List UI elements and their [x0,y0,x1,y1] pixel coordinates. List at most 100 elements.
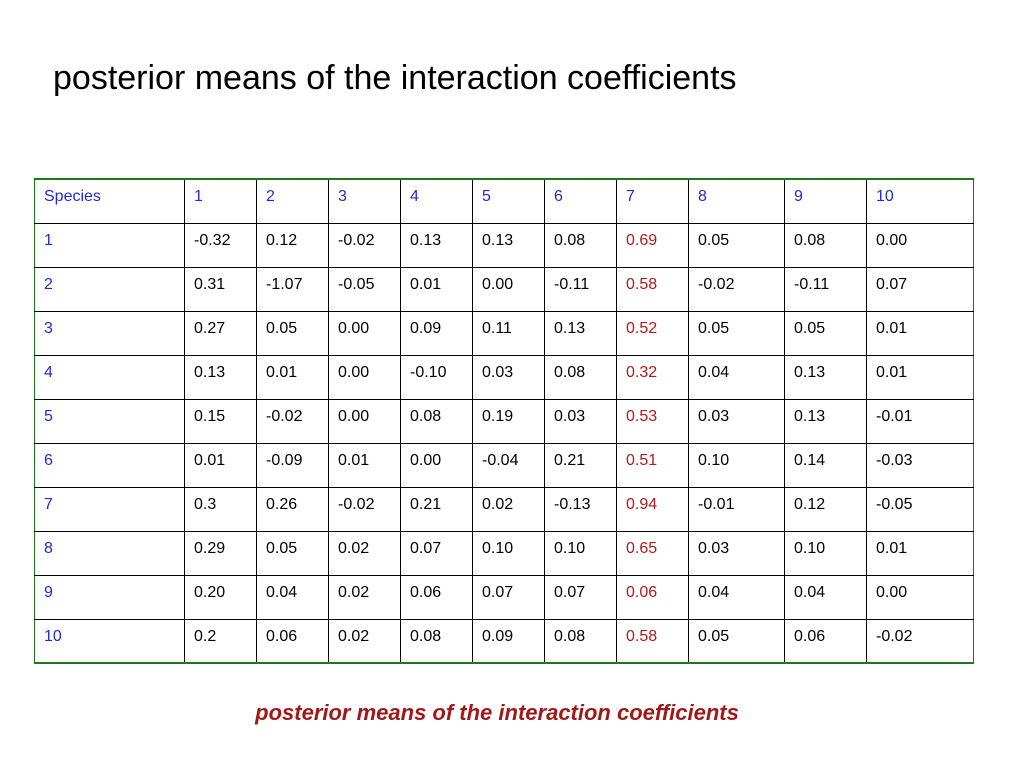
table-row: 5 0.15 -0.02 0.00 0.08 0.19 0.03 0.53 0.03 0.13 -0… [34,398,974,443]
table-cell: -0.05 [866,486,974,531]
header-cell-species-10: 10 [866,179,974,223]
table-cell: 0.06 [616,574,689,619]
row-label: 5 [34,398,185,443]
table-cell: 0.13 [784,354,867,399]
table-row: 6 0.01 -0.09 0.01 0.00 -0.04 0.21 0.51 0.10 0.14-… [34,442,974,487]
table-cell: 0.02 [472,486,545,531]
table-cell: -0.09 [256,442,329,487]
table-cell: 0.12 [256,222,329,267]
row-label: 6 [34,442,185,487]
table-cell: -0.02 [256,398,329,443]
table-cell: -0.32 [184,222,257,267]
table-cell: 0.02 [328,618,401,663]
table-cell: 0.58 [616,618,689,663]
table-cell: 0.03 [472,354,545,399]
table-cell: -0.10 [400,354,473,399]
table-cell: 0.02 [328,530,401,575]
table-cell: 0.05 [688,222,785,267]
table-cell: 0.08 [784,222,867,267]
table-cell: 0.21 [400,486,473,531]
table-cell: -0.02 [688,266,785,311]
table-cell: -0.05 [328,266,401,311]
table-cell: 0.08 [544,618,617,663]
table-cell: 0.10 [784,530,867,575]
table-row: 3 0.27 0.05 0.00 0.09 0.11 0.13 0.52 0.05 0.05 0.0… [34,310,974,355]
row-label: 8 [34,530,185,575]
table-cell: -0.13 [544,486,617,531]
table-cell: 0.00 [328,310,401,355]
table-cell: 0.00 [866,222,974,267]
table-cell: 0.01 [866,530,974,575]
table-cell: 0.01 [184,442,257,487]
table-row: 9 0.20 0.04 0.02 0.06 0.07 0.07 0.06 0.04 0.04 0.0… [34,574,974,619]
table-cell: 0.07 [544,574,617,619]
table-cell: 0.51 [616,442,689,487]
table-cell: -0.02 [866,618,974,663]
header-cell-species-1: 1 [184,179,257,223]
table-row: 2 0.31 -1.07 -0.05 0.01 0.00 -0.11 0.58 -0.02 -0.… [34,266,974,311]
row-label: 7 [34,486,185,531]
table-cell: 0.52 [616,310,689,355]
table-cell: 0.09 [472,618,545,663]
table-header-row: Species 1 2 3 4 5 6 7 8 9 10 [35,179,974,223]
table-row: 8 0.29 0.05 0.02 0.07 0.10 0.10 0.65 0.03 0.10 0.0… [34,530,974,575]
table-cell: 0.10 [544,530,617,575]
table-cell: 0.06 [256,618,329,663]
table-cell: 0.27 [184,310,257,355]
table-cell: 0.26 [256,486,329,531]
table-cell: 0.13 [472,222,545,267]
table-cell: -0.03 [866,442,974,487]
table-cell: 0.94 [616,486,689,531]
table-cell: 0.09 [400,310,473,355]
table-cell: 0.31 [184,266,257,311]
table-cell: 0.29 [184,530,257,575]
header-cell-species: Species [44,188,101,205]
table-cell: 0.13 [544,310,617,355]
table-cell: 0.06 [400,574,473,619]
table-cell: 0.32 [616,354,689,399]
table-row: 4 0.13 0.01 0.00 -0.10 0.03 0.08 0.32 0.04 0.13 0.… [34,354,974,399]
table-cell: 0.08 [400,618,473,663]
table-cell: 0.01 [866,354,974,399]
table-cell: -1.07 [256,266,329,311]
table-cell: 0.00 [866,574,974,619]
table-cell: 0.07 [472,574,545,619]
table-cell: 0.21 [544,442,617,487]
table-cell: 0.05 [256,310,329,355]
table-cell: 0.05 [256,530,329,575]
table-cell: 0.02 [328,574,401,619]
table-cell: 0.05 [784,310,867,355]
table-cell: 0.07 [400,530,473,575]
table-cell: 0.11 [472,310,545,355]
table-cell: 0.3 [184,486,257,531]
header-cell-species-4: 4 [400,179,473,223]
table-cell: 0.69 [616,222,689,267]
slide-caption: posterior means of the interaction coeff… [255,700,739,725]
table-cell: 0.00 [400,442,473,487]
table-cell: 0.10 [472,530,545,575]
table-cell: 0.01 [256,354,329,399]
table-cell: 0.00 [472,266,545,311]
table-cell: 0.06 [784,618,867,663]
row-label: 3 [34,310,185,355]
row-label: 4 [34,354,185,399]
table-cell: -0.02 [328,222,401,267]
table-cell: 0.03 [688,530,785,575]
table-cell: 0.04 [688,354,785,399]
table-row: 7 0.3 0.26 -0.02 0.21 0.02 -0.13 0.94 -0.01 0.12-… [34,486,974,531]
table-cell: 0.04 [256,574,329,619]
table-cell: -0.04 [472,442,545,487]
table-cell: -0.01 [688,486,785,531]
table-cell: 0.07 [866,266,974,311]
table-cell: 0.20 [184,574,257,619]
header-cell-species-6: 6 [544,179,617,223]
table-cell: 0.2 [184,618,257,663]
table-cell: 0.03 [544,398,617,443]
table-cell: 0.15 [184,398,257,443]
table-cell: 0.05 [688,310,785,355]
table-cell: -0.11 [544,266,617,311]
table-cell: -0.11 [784,266,867,311]
table-cell: -0.01 [866,398,974,443]
table-cell: 0.00 [328,398,401,443]
table-cell: 0.04 [688,574,785,619]
